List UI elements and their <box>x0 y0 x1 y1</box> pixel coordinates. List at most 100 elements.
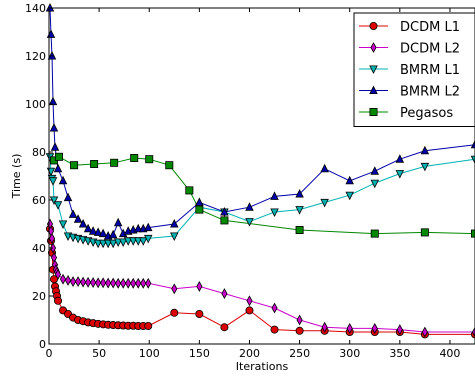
data-point-dcdm-l2 <box>346 322 353 334</box>
data-point-bmrm-l2 <box>295 189 304 198</box>
data-point-bmrm-l1 <box>143 234 153 244</box>
legend-marker <box>369 21 378 30</box>
data-point-dcdm-l2 <box>100 277 107 289</box>
data-point-bmrm-l2 <box>395 154 405 163</box>
data-point-bmrm-l1 <box>58 220 68 229</box>
legend-label: Pegasos <box>400 106 453 121</box>
data-point-dcdm-l2 <box>48 232 56 244</box>
data-point-bmrm-l1 <box>370 179 380 189</box>
data-point-bmrm-l1 <box>420 162 430 172</box>
legend-label: DCDM L2 <box>400 42 460 57</box>
data-point-dcdm-l1 <box>144 321 153 330</box>
data-point-bmrm-l1 <box>320 198 329 208</box>
data-point-bmrm-l2 <box>50 142 60 151</box>
data-point-dcdm-l2 <box>125 277 132 289</box>
y-tick-label: 0 <box>39 338 46 351</box>
data-point-bmrm-l1 <box>128 237 138 246</box>
data-point-bmrm-l2 <box>345 175 354 185</box>
data-point-pegasos <box>470 229 475 238</box>
data-point-dcdm-l1 <box>195 309 204 318</box>
legend-label: BMRM L1 <box>400 63 460 78</box>
data-point-dcdm-l2 <box>59 273 67 285</box>
data-point-pegasos <box>220 216 229 225</box>
y-tick-label: 80 <box>32 146 46 159</box>
data-point-bmrm-l1 <box>108 239 118 249</box>
data-point-bmrm-l2 <box>195 197 204 206</box>
data-point-dcdm-l2 <box>246 295 253 307</box>
data-point-bmrm-l2 <box>320 163 329 173</box>
data-point-dcdm-l2 <box>120 277 127 289</box>
data-point-dcdm-l2 <box>271 302 278 314</box>
data-point-dcdm-l1 <box>170 308 179 317</box>
legend-entry-bmrm-l1: BMRM L1 <box>359 63 460 78</box>
data-point-pegasos <box>130 153 139 162</box>
data-point-bmrm-l1 <box>295 206 304 215</box>
data-point-dcdm-l2 <box>196 280 203 292</box>
data-point-bmrm-l1 <box>170 232 179 241</box>
data-point-pegasos <box>90 159 99 168</box>
data-point-pegasos <box>295 225 304 234</box>
data-point-bmrm-l2 <box>46 29 56 38</box>
y-tick-label: 40 <box>32 242 46 255</box>
y-tick-label: 20 <box>32 290 46 303</box>
data-point-bmrm-l1 <box>133 237 143 246</box>
legend-marker <box>369 108 378 117</box>
data-point-pegasos <box>420 228 429 237</box>
data-point-bmrm-l1 <box>345 191 354 201</box>
data-point-pegasos <box>165 161 174 170</box>
data-point-pegasos <box>370 229 379 238</box>
data-point-bmrm-l2 <box>78 219 88 228</box>
data-point-dcdm-l2 <box>75 276 82 288</box>
data-point-dcdm-l2 <box>80 276 87 288</box>
data-point-bmrm-l2 <box>93 227 103 236</box>
data-point-bmrm-l2 <box>370 166 380 175</box>
series-markers-bmrm-l1 <box>45 153 475 249</box>
y-tick-label: 120 <box>25 50 46 63</box>
legend-label: BMRM L2 <box>400 85 460 100</box>
data-point-pegasos <box>195 205 204 214</box>
data-point-bmrm-l2 <box>270 191 279 200</box>
data-point-bmrm-l2 <box>49 123 59 132</box>
data-point-dcdm-l1 <box>245 306 254 315</box>
data-point-dcdm-l2 <box>69 276 77 288</box>
data-point-bmrm-l1 <box>123 237 133 246</box>
data-point-bmrm-l1 <box>48 177 58 186</box>
data-point-bmrm-l2 <box>133 223 143 233</box>
data-point-dcdm-l2 <box>54 268 62 280</box>
data-point-dcdm-l1 <box>220 323 229 332</box>
data-point-dcdm-l2 <box>95 277 102 289</box>
data-point-bmrm-l1 <box>103 239 113 249</box>
series-markers-bmrm-l2 <box>45 3 475 240</box>
data-point-dcdm-l2 <box>471 326 475 338</box>
data-point-pegasos <box>145 155 154 164</box>
x-axis-label: Iterations <box>236 360 289 373</box>
x-tick-label: 150 <box>189 347 210 360</box>
data-point-bmrm-l1 <box>98 239 108 249</box>
plot-frame <box>48 7 475 345</box>
data-point-bmrm-l1 <box>470 155 475 165</box>
data-point-dcdm-l2 <box>85 276 92 288</box>
data-point-bmrm-l2 <box>63 192 73 202</box>
legend-marker <box>369 65 378 74</box>
data-point-bmrm-l2 <box>53 163 63 173</box>
data-point-pegasos <box>70 161 79 170</box>
data-point-dcdm-l2 <box>171 283 178 295</box>
x-tick-label: 100 <box>139 347 160 360</box>
series-markers-dcdm-l2 <box>46 218 475 338</box>
data-point-bmrm-l1 <box>270 208 279 217</box>
data-point-bmrm-l1 <box>113 238 123 247</box>
data-point-dcdm-l2 <box>421 326 428 338</box>
x-tick-label: 200 <box>239 347 260 360</box>
data-point-bmrm-l2 <box>245 202 254 211</box>
data-point-bmrm-l2 <box>88 226 98 235</box>
data-point-bmrm-l2 <box>98 228 108 238</box>
y-tick-label: 140 <box>25 2 46 15</box>
series-line-bmrm-l1 <box>49 156 475 244</box>
data-point-dcdm-l2 <box>296 314 303 326</box>
data-point-pegasos <box>55 152 64 161</box>
data-point-dcdm-l2 <box>130 277 137 289</box>
data-point-bmrm-l2 <box>113 217 123 227</box>
data-point-bmrm-l2 <box>58 175 68 185</box>
